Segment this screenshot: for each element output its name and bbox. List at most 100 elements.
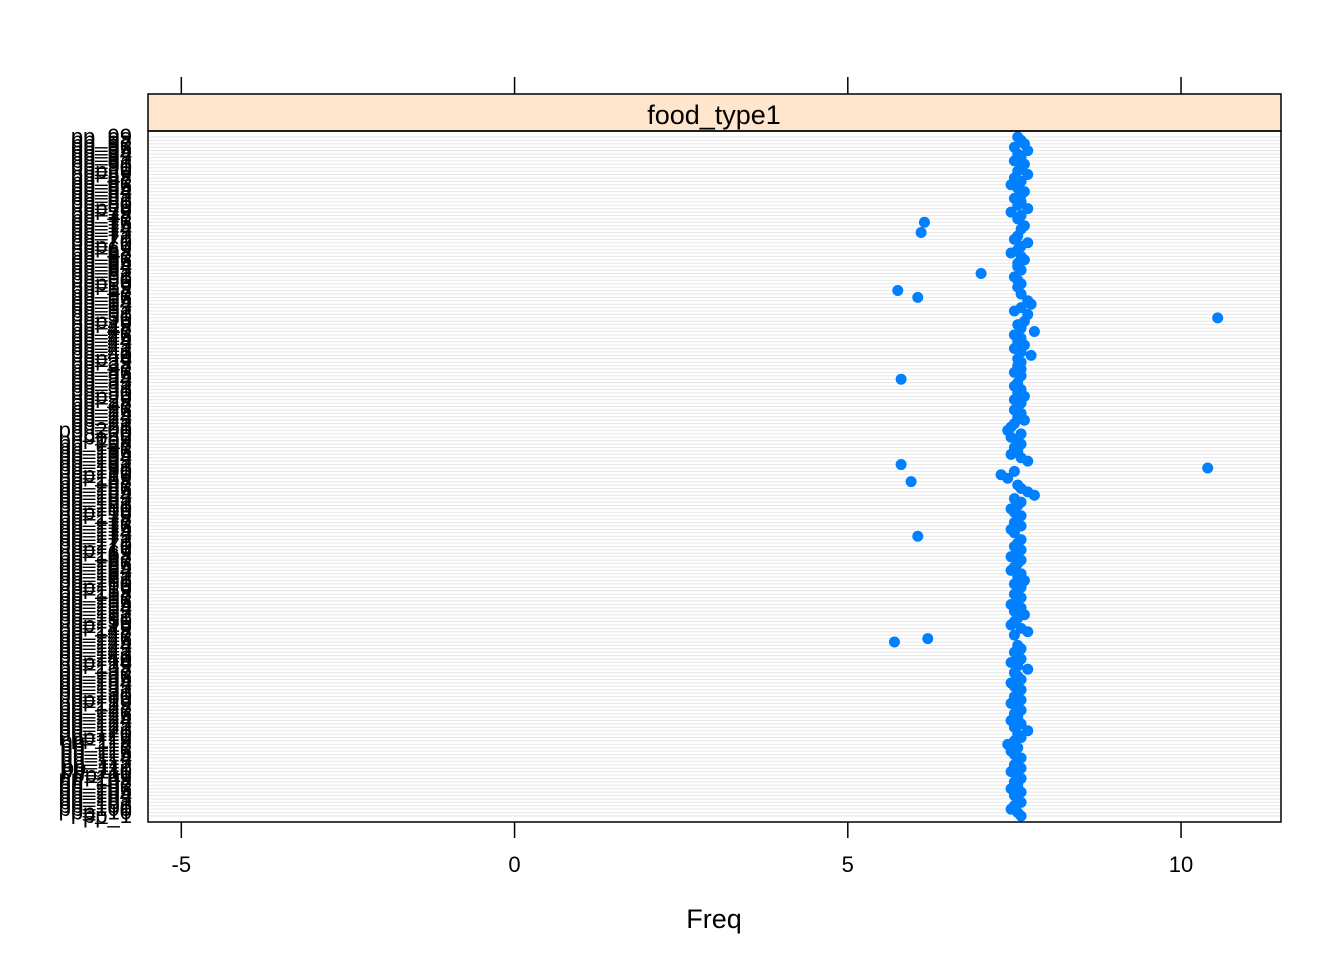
data-point: [1008, 629, 1020, 641]
y-tick-label: pp_135: [59, 667, 132, 692]
row-gridlines: [148, 136, 1281, 817]
strip-header: [147, 93, 1282, 132]
y-tick-label: pp_92: [71, 148, 132, 173]
y-tick-label: pp_74: [71, 216, 132, 241]
y-tick-label: pp_59: [71, 274, 132, 299]
y-tick-label: pp_108: [59, 769, 132, 794]
y-tick-label: pp_152: [59, 602, 132, 627]
data-point: [892, 285, 904, 297]
y-tick-label: pp_16: [71, 574, 132, 599]
data-point: [1015, 322, 1027, 334]
y-tick-label: pp_88: [71, 165, 132, 190]
y-tick-label: pp_62: [71, 260, 132, 285]
y-tick-label: pp_116: [60, 738, 132, 763]
y-tick-label: pp_19: [71, 462, 132, 487]
y-tick-label: pp_180: [59, 496, 132, 521]
data-point: [1022, 725, 1034, 737]
y-tick-label: pp_38: [71, 353, 132, 378]
data-point: [1005, 564, 1017, 576]
y-tick-label: pp_102: [59, 789, 132, 814]
y-tick-label: pp_126: [59, 701, 132, 726]
data-point: [1015, 264, 1027, 276]
data-point: [1008, 155, 1020, 167]
y-tick-label: pp_48: [71, 315, 132, 340]
y-tick-label: pp_193: [59, 448, 132, 473]
y-tick-label: pp_177: [59, 510, 132, 535]
y-tick-label: pp_9: [83, 158, 132, 183]
y-tick-label: pp_132: [59, 677, 132, 702]
y-tick-label: pp_136: [59, 663, 132, 688]
y-tick-label: pp_64: [71, 254, 132, 279]
y-tick-label: pp_127: [59, 697, 132, 722]
y-tick-label: pp_40: [71, 342, 132, 367]
data-point: [912, 530, 924, 542]
y-tick-label: pp_17: [71, 537, 132, 562]
y-tick-label: pp_21: [71, 414, 132, 439]
y-tick-label: pp_140: [59, 646, 132, 671]
y-tick-label: pp_106: [59, 776, 132, 801]
data-points: [888, 131, 1224, 822]
y-tick-label: pp_190: [59, 458, 132, 483]
y-tick-label: pp_150: [59, 609, 132, 634]
y-tick-label: pp_113: [60, 748, 132, 773]
y-tick-label: pp_118: [60, 731, 132, 756]
y-tick-label: pp_191: [59, 455, 132, 480]
y-tick-label: pp_133: [59, 673, 132, 698]
y-tick-label: pp_114: [60, 745, 132, 770]
y-tick-label: pp_179: [59, 503, 132, 528]
y-tick-label: pp_57: [71, 281, 132, 306]
x-tick-label: 5: [842, 852, 854, 877]
data-point: [1008, 233, 1020, 245]
y-tick-label: pp_43: [71, 332, 132, 357]
y-tick-label: pp_89: [71, 162, 132, 187]
y-tick-label: pp_192: [59, 452, 132, 477]
data-point: [1028, 325, 1040, 337]
y-tick-label: pp_45: [71, 325, 132, 350]
y-tick-label: pp_27: [71, 394, 132, 419]
y-tick-label: pp_162: [59, 564, 132, 589]
y-tick-label: pp_50: [71, 305, 132, 330]
y-tick-label: pp_56: [71, 284, 132, 309]
y-tick-label: pp_22: [71, 411, 132, 436]
data-point: [1008, 527, 1020, 539]
y-tick-label: pp_145: [59, 629, 132, 654]
y-tick-label: pp_18: [71, 499, 132, 524]
y-tick-label: pp_53: [71, 295, 132, 320]
y-tick-label: pp_173: [59, 523, 132, 548]
y-tick-label: pp_47: [71, 318, 132, 343]
data-point: [1025, 298, 1037, 310]
y-tick-label: pp_123: [59, 711, 132, 736]
y-tick-label: pp_73: [71, 220, 132, 245]
y-tick-label: pp_39: [71, 349, 132, 374]
y-tick-label: pp_100: [59, 796, 132, 821]
y-tick-label: pp_65: [71, 250, 132, 275]
y-tick-label: pp_161: [59, 568, 132, 593]
y-tick-label: pp_70: [71, 230, 132, 255]
y-tick-label: pp_156: [59, 588, 132, 613]
y-tick-label: pp_15: [71, 612, 132, 637]
y-tick-label: pp_7: [83, 233, 132, 258]
y-tick-label: pp_86: [71, 172, 132, 197]
data-point: [922, 633, 934, 645]
data-point: [1022, 203, 1034, 215]
y-tick-label: pp_99: [71, 124, 132, 149]
data-point: [912, 291, 924, 303]
y-tick-label: pp_24: [71, 404, 132, 429]
y-tick-label: pp_122: [59, 714, 132, 739]
y-tick-label: pp_112: [60, 752, 132, 777]
y-tick-label: pp_67: [71, 243, 132, 268]
y-tick-label: pp_14: [71, 649, 132, 674]
data-point: [895, 373, 907, 385]
panel-title: food_type1: [647, 100, 781, 130]
y-tick-label: pp_84: [71, 179, 132, 204]
y-tick-label: pp_168: [59, 544, 132, 569]
y-tick-label: pp_55: [71, 288, 132, 313]
y-tick-label: pp_105: [59, 779, 132, 804]
y-tick-label: pp_151: [59, 605, 132, 630]
y-tick-label: pp_81: [71, 189, 132, 214]
y-tick-label: pp_75: [71, 213, 132, 238]
y-tick-label: pp_95: [71, 138, 132, 163]
data-point: [1022, 455, 1034, 467]
data-point: [905, 476, 917, 488]
